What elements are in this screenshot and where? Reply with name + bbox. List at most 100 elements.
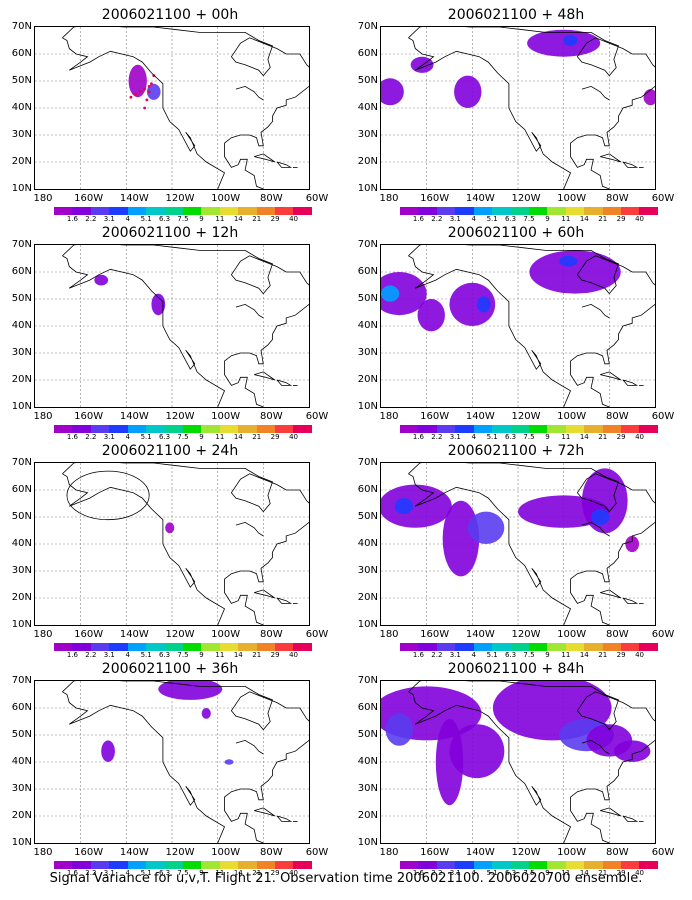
variance-contour [527,29,601,57]
colorbar-label: 29 [616,433,626,441]
coastline [62,27,309,189]
latitude-label: 40N [11,538,32,549]
variance-contour [449,724,505,779]
colorbar-segment [418,207,437,215]
caribbean-island [600,371,622,381]
latitude-label: 20N [357,374,378,385]
colorbar-label: 1.6 [66,433,78,441]
coastline [408,691,572,843]
colorbar-segment [164,425,183,433]
longitude-label: 100W [211,193,241,204]
latitude-label: 40N [357,756,378,767]
colorbar-segment [639,643,658,651]
map-panel: 2006021100 + 48h 70N 60N 50N 40N 30N 20N 10N 180… [346,6,686,223]
observation-point [147,85,151,88]
colorbar-label: 1.6 [66,651,78,659]
variance-contour [201,708,211,719]
colorbar-label: 4 [125,651,130,659]
colorbar-label: 11 [215,869,225,877]
colorbar-label: 3.1 [103,651,115,659]
variance-contour [449,282,496,326]
colorbar-segment [293,643,312,651]
colorbar-label: 6.3 [158,651,171,659]
longitude-label: 60W [305,193,329,204]
colorbar-label: 7.5 [177,433,189,441]
variance-contour [101,740,115,762]
longitude-label: 160W [420,629,450,640]
colorbar-label: 1.6 [412,869,424,877]
coastline [62,255,226,407]
latitude-label: 20N [11,810,32,821]
colorbar-segment [473,425,493,433]
colorbar-segment [256,643,276,651]
latitude-label: 70N [11,239,32,250]
latitude-label: 60N [11,266,32,277]
colorbar-label: 9 [199,869,204,877]
panel-title: 2006021100 + 48h [447,7,585,23]
observation-point [145,98,149,102]
colorbar-segment [164,207,183,215]
colorbar-label: 1.6 [412,215,424,223]
colorbar-segment [418,643,437,651]
colorbar-label: 14 [579,869,589,877]
longitude-label: 180 [379,629,399,640]
longitude-label: 60W [651,629,675,640]
map-area [34,462,310,626]
panel-title: 2006021100 + 24h [101,443,239,459]
latitude-label: 70N [357,239,378,250]
colorbar-segment [621,643,640,651]
latitude-label: 30N [357,129,378,140]
colorbar-label: 5.1 [140,433,152,441]
colorbar-label: 4 [471,651,476,659]
colorbar-segment [528,861,548,869]
variance-contour [151,293,166,316]
colorbar-label: 40 [635,215,645,223]
colorbar-label: 3.1 [449,651,461,659]
colorbar-segment [293,207,312,215]
colorbar-label: 29 [270,433,280,441]
longitude-label: 140W [119,411,149,422]
colorbar-segment [528,425,548,433]
latitude-label: 50N [11,511,32,522]
colorbar-label: 21 [252,869,262,877]
colorbar [54,643,312,651]
colorbar-segment [164,861,183,869]
colorbar-label: 29 [270,651,280,659]
longitude-label: 160W [420,411,450,422]
colorbar [400,425,658,433]
coastline [62,681,309,843]
colorbar-segment [109,861,128,869]
colorbar-label: 7.5 [177,651,189,659]
colorbar-segment [182,425,202,433]
caribbean-island [622,597,639,604]
colorbar-label: 6.3 [158,433,171,441]
colorbar-label: 14 [579,433,589,441]
latitude-label: 70N [357,457,378,468]
colorbar-segment [109,207,128,215]
longitude-label: 140W [465,847,495,858]
colorbar-segment [436,643,456,651]
observation-region-outline [66,470,150,521]
colorbar-label: 14 [233,869,243,877]
latitude-label: 20N [357,592,378,603]
panel-title: 2006021100 + 60h [447,225,585,241]
colorbar-label: 5.1 [140,651,152,659]
longitude-label: 120W [165,847,195,858]
colorbar-segment [436,207,456,215]
variance-contour [224,759,234,765]
colorbar-segment [238,207,257,215]
latitude-label: 50N [357,511,378,522]
colorbar-segment [238,861,257,869]
latitude-label: 50N [11,75,32,86]
colorbar-segment [565,861,585,869]
colorbar-label: 5.1 [486,215,498,223]
colorbar-label: 5.1 [486,433,498,441]
longitude-label: 100W [557,629,587,640]
variance-contour [158,681,223,700]
longitude-label: 120W [165,629,195,640]
longitude-label: 80W [606,847,629,858]
longitude-label: 180 [379,411,399,422]
longitude-label: 120W [511,193,541,204]
latitude-label: 50N [11,293,32,304]
colorbar-label: 4 [125,215,130,223]
